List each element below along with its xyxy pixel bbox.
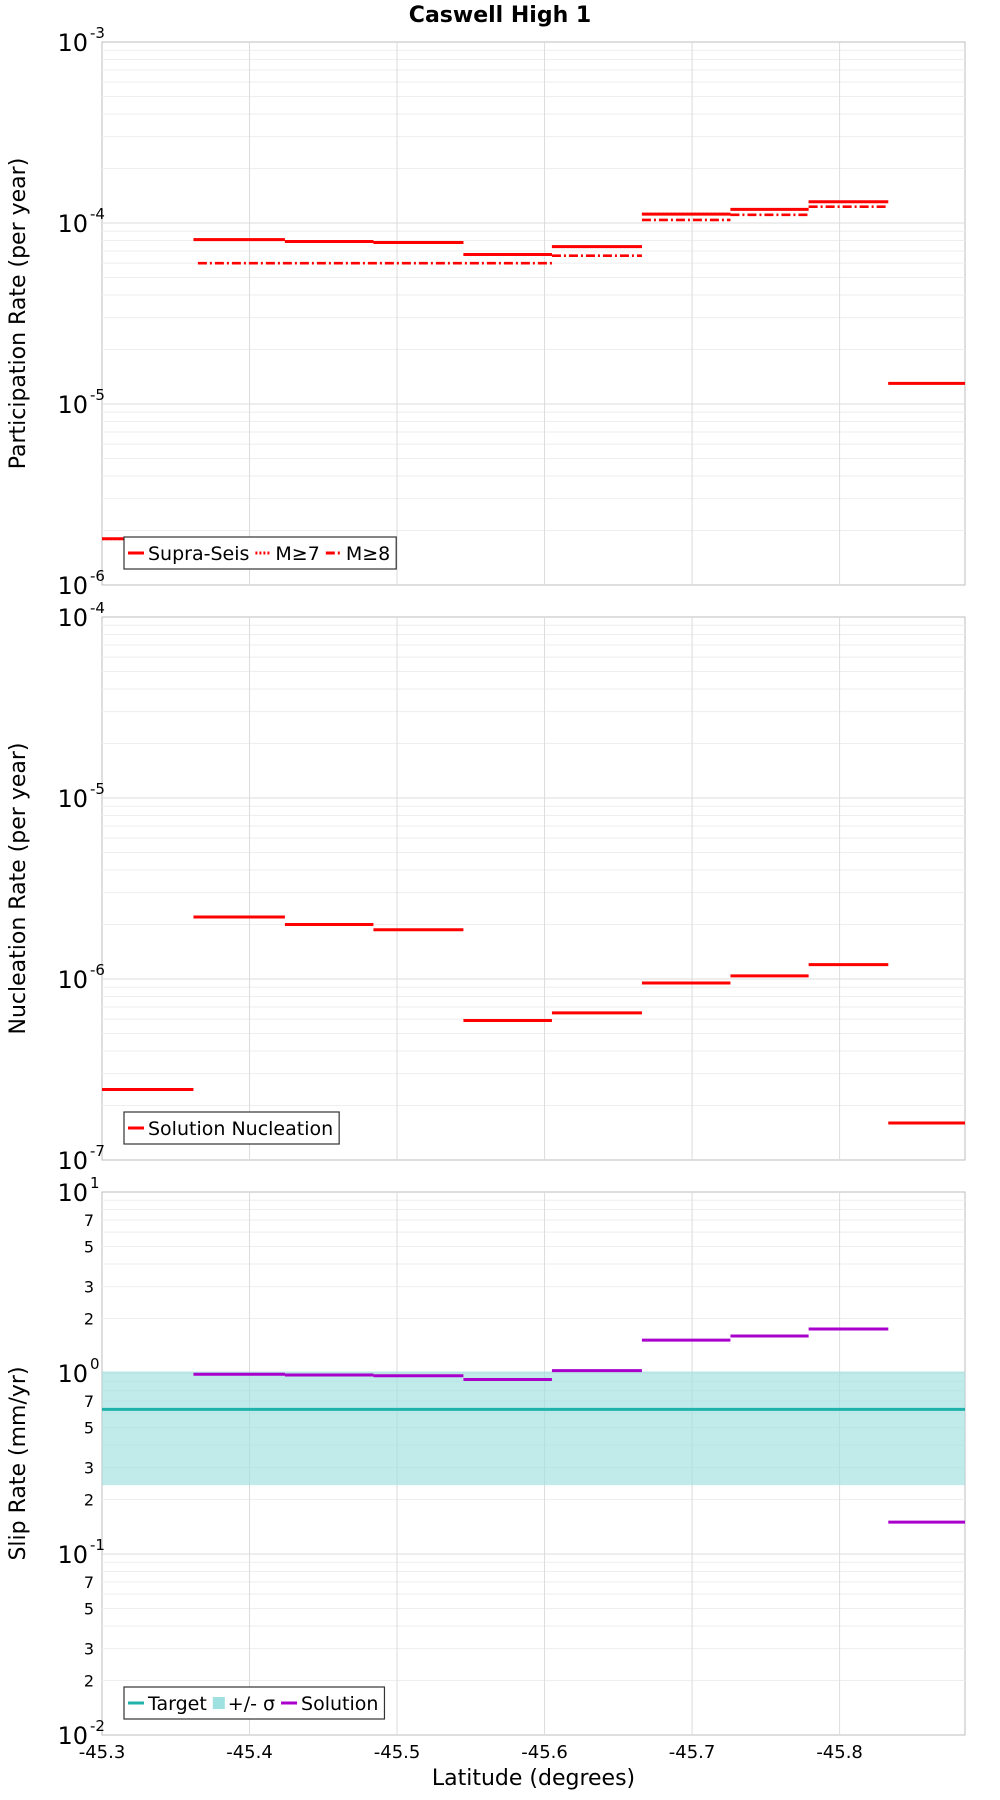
y-minor-tick-label: 7 <box>84 1392 94 1411</box>
y-tick-exponent: -2 <box>90 1717 105 1735</box>
x-tick-label: -45.3 <box>79 1742 126 1763</box>
y-tick-exponent: -4 <box>90 205 105 223</box>
x-tick-label: -45.5 <box>374 1742 421 1763</box>
legend: Solution Nucleation <box>123 1111 340 1145</box>
legend-box <box>123 1111 340 1145</box>
legend-entry-label: Solution Nucleation <box>148 1118 333 1140</box>
y-tick-label: 10 <box>57 604 88 632</box>
legend-box <box>123 1686 386 1720</box>
y-minor-tick-label: 3 <box>84 1640 94 1659</box>
y-minor-tick-label: 2 <box>84 1491 94 1510</box>
y-minor-tick-label: 7 <box>84 1573 94 1592</box>
legend-entry-label: Target <box>147 1693 207 1715</box>
y-minor-tick-label: 2 <box>84 1672 94 1691</box>
y-tick-label: 10 <box>57 29 88 57</box>
x-tick-label: -45.6 <box>521 1742 568 1763</box>
y-tick-exponent: -7 <box>90 1142 105 1160</box>
legend-entry-label: M≥7 <box>275 543 319 565</box>
y-tick-exponent: -6 <box>90 567 105 585</box>
y-minor-tick-label: 5 <box>84 1237 94 1256</box>
y-axis-label: Participation Rate (per year) <box>6 158 31 470</box>
y-tick-label: 10 <box>57 1722 88 1750</box>
y-tick-exponent: -6 <box>90 961 105 979</box>
y-tick-exponent: -5 <box>90 386 105 404</box>
legend: Target +/- σ Solution <box>123 1686 386 1720</box>
y-axis-label: Nucleation Rate (per year) <box>6 743 31 1035</box>
y-tick-exponent: 0 <box>90 1355 100 1373</box>
plot-frame <box>101 616 966 1161</box>
y-tick-exponent: 1 <box>90 1174 100 1192</box>
y-minor-tick-label: 3 <box>84 1278 94 1297</box>
chart-title: Caswell High 1 <box>409 3 591 28</box>
legend-swatch <box>212 1697 225 1709</box>
y-tick-label: 10 <box>57 1147 88 1175</box>
y-tick-label: 10 <box>57 572 88 600</box>
y-minor-tick-label: 5 <box>84 1599 94 1618</box>
y-tick-label: 10 <box>57 391 88 419</box>
y-axis-label: Slip Rate (mm/yr) <box>6 1366 31 1560</box>
x-axis-label: Latitude (degrees) <box>432 1766 635 1791</box>
legend: Supra-Seis M≥7 M≥8 <box>123 536 397 570</box>
y-tick-exponent: -5 <box>90 780 105 798</box>
y-tick-exponent: -1 <box>90 1536 105 1554</box>
y-minor-tick-label: 3 <box>84 1459 94 1478</box>
y-tick-label: 10 <box>57 785 88 813</box>
y-tick-label: 10 <box>57 1360 88 1388</box>
sigma-band <box>102 1371 965 1486</box>
x-tick-label: -45.7 <box>669 1742 716 1763</box>
y-minor-tick-label: 5 <box>84 1418 94 1437</box>
legend-entry-label: M≥8 <box>346 543 390 565</box>
y-minor-tick-label: 2 <box>84 1310 94 1329</box>
x-tick-label: -45.8 <box>816 1742 863 1763</box>
y-tick-exponent: -3 <box>90 24 105 42</box>
legend-entry-label: Solution <box>301 1693 378 1715</box>
y-tick-exponent: -4 <box>90 599 105 617</box>
y-tick-label: 10 <box>57 210 88 238</box>
legend-entry-label: +/- σ <box>228 1693 275 1715</box>
x-tick-label: -45.4 <box>226 1742 273 1763</box>
y-tick-label: 10 <box>57 1179 88 1207</box>
y-minor-tick-label: 7 <box>84 1211 94 1230</box>
legend-entry-label: Supra-Seis <box>148 543 249 565</box>
y-tick-label: 10 <box>57 1541 88 1569</box>
y-tick-label: 10 <box>57 966 88 994</box>
plot-frame <box>101 41 966 586</box>
